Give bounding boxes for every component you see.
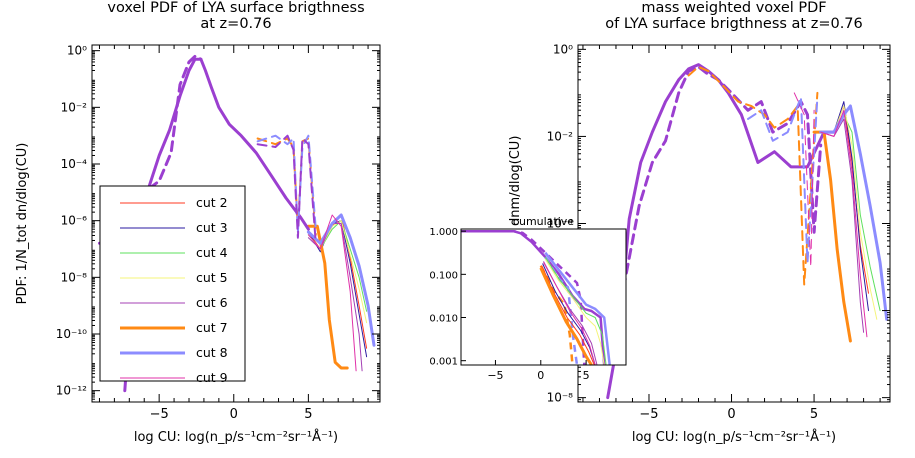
series-line-curve-2 — [687, 65, 819, 286]
legend-label: cut 2 — [196, 195, 228, 210]
x-axis-label: log CU: log(n_p/s⁻¹cm⁻²sr⁻¹Å⁻¹) — [632, 429, 836, 445]
legend-label: cut 8 — [196, 345, 228, 360]
inset-y-tick-label: 0.100 — [429, 270, 458, 281]
legend-label: cut 7 — [196, 320, 228, 335]
series-line-curve-12 — [256, 134, 317, 245]
inset-x-tick-label: −5 — [487, 369, 503, 382]
inset-series-line-cut-2 — [541, 265, 595, 366]
series-line-cut-9 — [307, 214, 357, 372]
y-tick-label: 10⁻⁶ — [61, 214, 88, 228]
y-tick-label: 10⁻¹² — [56, 384, 87, 398]
legend-label: cut 5 — [196, 270, 228, 285]
y-tick-label: 10⁰ — [553, 42, 573, 56]
y-tick-label: 10⁻⁴ — [547, 217, 574, 231]
legend-box — [99, 185, 246, 382]
series-line-curve-0 — [606, 63, 836, 400]
inset-x-tick-label: 0 — [537, 369, 544, 382]
legend-label: cut 4 — [196, 245, 228, 260]
series-line-curve-11 — [256, 134, 317, 233]
inset-series-line-cut-8 — [544, 251, 611, 366]
x-tick-label: 5 — [304, 407, 312, 422]
series-line-cut-7 — [306, 224, 349, 370]
legend-label: cut 9 — [196, 370, 228, 385]
chart-title: of LYA surface brigthness at z=0.76 — [605, 16, 863, 32]
series-line-cut-8 — [306, 213, 376, 347]
legend-label: cut 3 — [196, 220, 228, 235]
inset-series-line-cut-7 — [539, 267, 593, 366]
y-tick-label: 10⁻² — [547, 129, 574, 143]
y-tick-label: 10⁻⁸ — [61, 270, 88, 284]
series-line-curve-4 — [793, 92, 815, 268]
series-line-cut-7 — [812, 130, 852, 343]
series-line-cut-9 — [820, 109, 868, 338]
series-line-curve-10 — [256, 137, 317, 236]
y-tick-label: 10⁻² — [61, 100, 88, 114]
inset-frame — [460, 228, 627, 366]
y-axis-label: PDF: 1/N_tot dn/dlog(CU) — [15, 143, 30, 305]
x-tick-label: −5 — [639, 407, 658, 422]
left-panel: −5 0 5 10⁰ 10⁻² 10⁻⁴ 10⁻⁶ 10⁻⁸ 10⁻¹⁰ 10⁻¹² voxel P… — [15, 0, 381, 445]
inset-series-line-curve-3 — [539, 265, 574, 366]
legend-label: cut 6 — [196, 295, 228, 310]
inset-series-line-cut-5 — [544, 258, 605, 366]
inset-x-tick-label: 5 — [583, 369, 590, 382]
inset-series-line-curve-1 — [461, 229, 586, 366]
inset-y-tick-label: 0.010 — [429, 314, 458, 325]
inset-title: cumulative — [513, 215, 574, 228]
y-tick-label: 10⁻⁴ — [61, 157, 88, 171]
y-tick-label: 10⁻¹⁰ — [56, 327, 87, 341]
inset-series-line-cut-4 — [544, 256, 607, 366]
y-tick-label: 10⁰ — [67, 44, 87, 58]
inset-y-tick-label: 1.000 — [429, 227, 458, 238]
y-tick-label: 10⁻⁸ — [547, 391, 574, 405]
x-tick-label: 5 — [810, 407, 818, 422]
inset-y-tick-label: 0.001 — [429, 357, 458, 368]
series-line-curve-3 — [747, 96, 819, 264]
inset-series-line-cut-9 — [543, 261, 596, 366]
chart-title: mass weighted voxel PDF — [641, 0, 826, 16]
chart-title: at z=0.76 — [200, 16, 271, 32]
x-axis-label: log CU: log(n_p/s⁻¹cm⁻²sr⁻¹Å⁻¹) — [134, 429, 338, 445]
series-line-cut-8 — [819, 104, 889, 321]
inset-series-line-curve-0 — [461, 229, 606, 366]
x-tick-label: 0 — [230, 407, 238, 422]
chart-title: voxel PDF of LYA surface brigthness — [107, 0, 364, 16]
x-tick-label: 0 — [727, 407, 735, 422]
x-tick-label: −5 — [150, 407, 169, 422]
